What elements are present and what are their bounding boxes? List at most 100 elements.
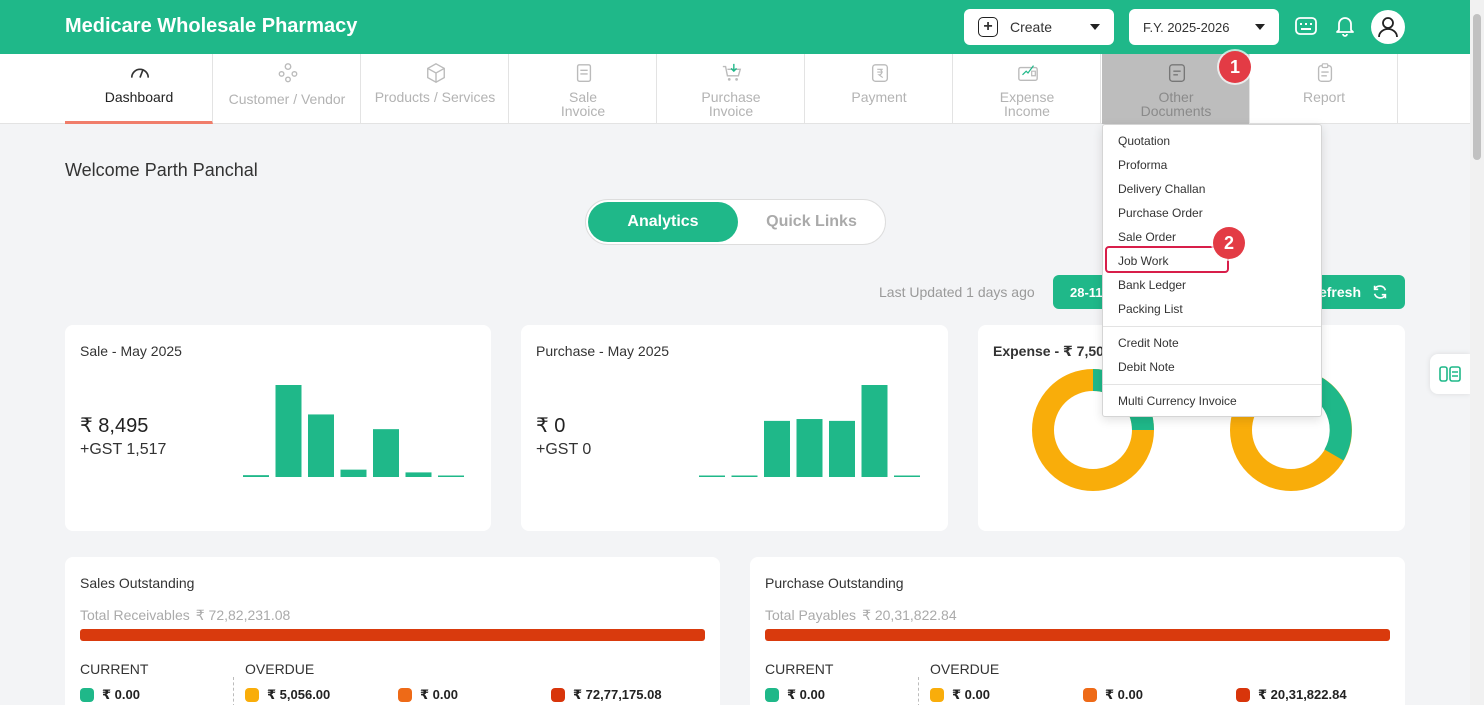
- sale-bar-chart: [243, 385, 464, 477]
- fiscal-year-select[interactable]: F.Y. 2025-2026: [1129, 9, 1279, 45]
- last-updated-text: Last Updated 1 days ago: [879, 284, 1035, 300]
- current-label: CURRENT: [80, 661, 149, 677]
- overdue-value: ₹ 0.00: [930, 687, 990, 703]
- user-avatar[interactable]: [1371, 10, 1405, 44]
- bar: [405, 472, 432, 477]
- sale-amount: ₹ 8,495: [80, 415, 149, 437]
- sale-gst: +GST 1,517: [80, 441, 167, 458]
- divider: [233, 677, 234, 705]
- card-title: Sales Outstanding: [80, 575, 195, 591]
- purchase-amount: ₹ 0: [536, 415, 566, 437]
- menu-item-delivery-challan[interactable]: Delivery Challan: [1118, 182, 1206, 196]
- plus-icon: +: [978, 17, 998, 37]
- wallet-icon: [1018, 65, 1038, 82]
- box-icon: [427, 63, 445, 83]
- menu-item-job-work[interactable]: Job Work: [1118, 254, 1169, 268]
- card-title: Sale - May 2025: [80, 343, 182, 359]
- menu-divider: [1103, 384, 1321, 385]
- nav-label: Customer / Vendor: [228, 91, 346, 107]
- nav-report[interactable]: Report: [1250, 54, 1398, 124]
- nav-expense-income[interactable]: Expense Income: [953, 54, 1101, 124]
- menu-item-purchase-order[interactable]: Purchase Order: [1118, 206, 1203, 220]
- create-button[interactable]: + Create: [964, 9, 1114, 45]
- menu-item-bank-ledger[interactable]: Bank Ledger: [1118, 278, 1187, 292]
- overdue-value: ₹ 0.00: [398, 687, 458, 703]
- menu-item-quotation[interactable]: Quotation: [1118, 134, 1171, 148]
- total-receivables: Total Receivables ₹ 72,82,231.08: [80, 607, 290, 624]
- keyboard-icon[interactable]: [1293, 13, 1319, 39]
- sales-outstanding-card: Sales Outstanding Total Receivables ₹ 72,…: [65, 557, 720, 705]
- nav-other-documents[interactable]: Other Documents: [1102, 54, 1250, 124]
- total-value: ₹ 20,31,822.84: [862, 607, 957, 623]
- chevron-down-icon: [1090, 24, 1100, 30]
- total-label: Total Receivables: [80, 607, 190, 623]
- welcome-text: Welcome Parth Panchal: [65, 160, 258, 180]
- purchase-card: Purchase - May 2025 ₹ 0 +GST 0: [521, 325, 948, 531]
- receivables-bar: [80, 629, 705, 641]
- nav-dashboard[interactable]: Dashboard: [65, 54, 213, 124]
- nav-label: Invoice: [560, 103, 606, 119]
- bar: [796, 419, 823, 477]
- divider: [918, 677, 919, 705]
- step-badge-1: 1: [1219, 51, 1251, 83]
- chevron-down-icon: [1255, 24, 1265, 30]
- menu-item-credit-note[interactable]: Credit Note: [1118, 336, 1179, 350]
- create-label: Create: [1010, 19, 1053, 35]
- current-value: ₹ 0.00: [765, 687, 825, 703]
- overdue-value: ₹ 0.00: [1083, 687, 1143, 703]
- documents-icon: [1168, 64, 1186, 82]
- scrollbar-thumb[interactable]: [1473, 14, 1481, 160]
- brand-name: Medicare Wholesale Pharmacy: [65, 15, 358, 37]
- menu-divider: [1103, 326, 1321, 327]
- bell-icon[interactable]: [1332, 13, 1358, 39]
- nav-label: Report: [1302, 89, 1346, 105]
- menu-item-proforma[interactable]: Proforma: [1118, 158, 1168, 172]
- tab-quick-links[interactable]: Quick Links: [766, 213, 857, 230]
- bar: [699, 475, 725, 477]
- nav-customer-vendor[interactable]: Customer / Vendor: [213, 54, 361, 124]
- compare-icon: [1439, 366, 1461, 382]
- bar: [308, 414, 334, 477]
- total-label: Total Payables: [765, 607, 857, 623]
- bar: [438, 475, 464, 477]
- current-value: ₹ 0.00: [80, 687, 140, 703]
- page-scrollbar[interactable]: [1470, 0, 1484, 705]
- overdue-value: ₹ 20,31,822.84: [1236, 687, 1347, 703]
- menu-item-debit-note[interactable]: Debit Note: [1118, 360, 1175, 374]
- users-icon: [278, 63, 298, 83]
- other-documents-menu: Quotation Proforma Delivery Challan Purc…: [1102, 124, 1322, 417]
- nav-label: Documents: [1140, 103, 1212, 119]
- bar: [829, 420, 855, 477]
- bar: [373, 429, 399, 477]
- nav-products-services[interactable]: Products / Services: [361, 54, 509, 124]
- nav-label: Invoice: [708, 103, 754, 119]
- nav-payment[interactable]: Payment: [805, 54, 953, 124]
- nav-label: Income: [1004, 103, 1050, 119]
- total-payables: Total Payables ₹ 20,31,822.84: [765, 607, 957, 624]
- menu-item-sale-order[interactable]: Sale Order: [1118, 230, 1177, 244]
- nav-sale-invoice[interactable]: Sale Invoice: [509, 54, 657, 124]
- overdue-value: ₹ 72,77,175.08: [551, 687, 662, 703]
- nav-purchase-invoice[interactable]: Purchase Invoice: [657, 54, 805, 124]
- clipboard-icon: [1317, 63, 1333, 82]
- menu-item-packing-list[interactable]: Packing List: [1118, 302, 1183, 316]
- step-badge-2: 2: [1213, 227, 1245, 259]
- view-toggle: Analytics Quick Links: [585, 199, 886, 245]
- purchase-gst: +GST 0: [536, 441, 592, 458]
- bar: [894, 475, 920, 477]
- overdue-label: OVERDUE: [930, 661, 1000, 677]
- current-label: CURRENT: [765, 661, 834, 677]
- nav-label: Expense: [999, 89, 1055, 105]
- side-panel-tab[interactable]: [1430, 354, 1470, 394]
- cart-icon: [722, 63, 742, 81]
- gauge-icon: [130, 68, 150, 78]
- menu-item-multi-currency-invoice[interactable]: Multi Currency Invoice: [1118, 394, 1237, 408]
- nav-label: Other: [1158, 89, 1194, 105]
- card-title: Purchase - May 2025: [536, 343, 670, 359]
- card-title: Expense - ₹ 7,500: [993, 343, 1112, 359]
- tab-analytics[interactable]: Analytics: [588, 202, 738, 242]
- sale-card: Sale - May 2025 ₹ 8,495 +GST 1,517: [65, 325, 491, 531]
- total-value: ₹ 72,82,231.08: [195, 607, 291, 623]
- nav-label: Sale: [568, 89, 598, 105]
- fiscal-year-label: F.Y. 2025-2026: [1143, 19, 1230, 35]
